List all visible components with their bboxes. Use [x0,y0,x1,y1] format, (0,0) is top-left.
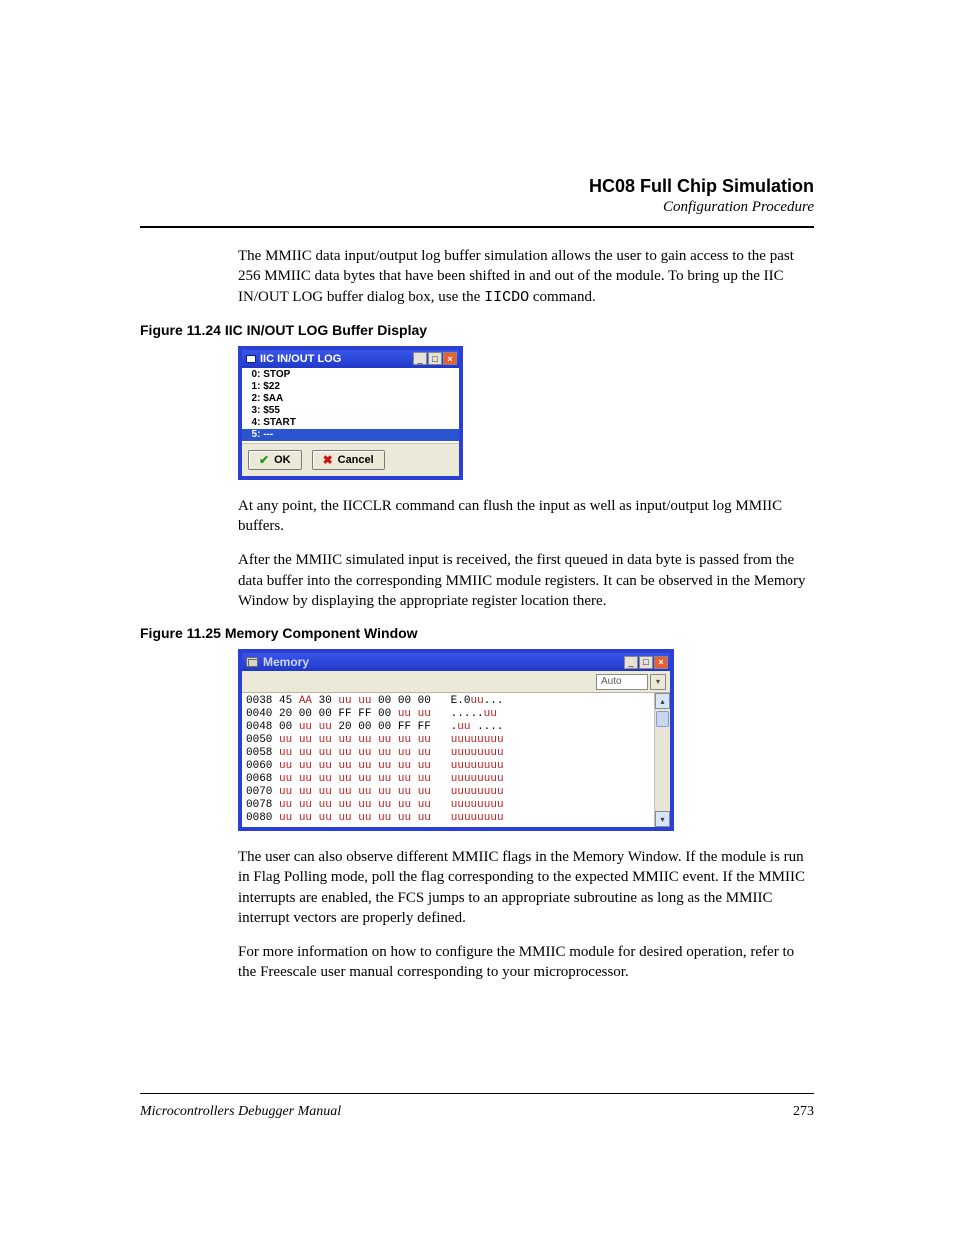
scrollbar-thumb[interactable] [656,711,669,727]
minimize-button[interactable]: _ [624,656,638,669]
log-list-item[interactable]: 2: $AA [242,393,459,405]
log-list-item[interactable]: 1: $22 [242,381,459,393]
cancel-label: Cancel [338,454,374,466]
command-literal: IICDO [484,289,529,306]
check-icon: ✔ [259,453,269,467]
text: command. [529,289,596,305]
memory-row[interactable]: 0040 20 00 00 FF FF 00 uu uu .....uu [246,708,650,721]
figure-caption: Figure 11.24 IIC IN/OUT LOG Buffer Displ… [140,322,814,338]
memory-rows[interactable]: 0038 45 AA 30 uu uu 00 00 00 E.0uu...004… [242,693,654,827]
dialog-title-text: Memory [263,655,309,669]
log-list-item[interactable]: 3: $55 [242,405,459,417]
figure-caption: Figure 11.25 Memory Component Window [140,625,814,641]
vertical-scrollbar[interactable]: ▴ ▾ [654,693,670,827]
paragraph: The MMIIC data input/output log buffer s… [238,246,814,308]
close-button[interactable]: × [654,656,668,669]
memory-toolbar: Auto ▾ [242,671,670,693]
header-rule [140,226,814,228]
window-buttons: _ □ × [413,352,457,365]
memory-row[interactable]: 0060 uu uu uu uu uu uu uu uu uuuuuuuu [246,760,650,773]
dialog-titlebar[interactable]: Memory _ □ × [242,653,670,671]
scroll-up-icon[interactable]: ▴ [655,693,670,709]
memory-row[interactable]: 0078 uu uu uu uu uu uu uu uu uuuuuuuu [246,799,650,812]
memory-row[interactable]: 0080 uu uu uu uu uu uu uu uu uuuuuuuu [246,812,650,825]
paragraph: For more information on how to configure… [238,942,814,983]
log-list-item[interactable]: 0: STOP [242,369,459,381]
dialog-button-row: ✔ OK ✖ Cancel [242,443,459,476]
page-number: 273 [793,1104,814,1120]
cancel-button[interactable]: ✖ Cancel [312,450,385,470]
window-icon [246,657,258,667]
memory-row[interactable]: 0068 uu uu uu uu uu uu uu uu uuuuuuuu [246,773,650,786]
figure-iic-log: IIC IN/OUT LOG _ □ × 0: STOP 1: $22 2: $… [238,346,814,480]
ok-label: OK [274,454,291,466]
mode-dropdown[interactable]: Auto [596,674,648,690]
footer-left: Microcontrollers Debugger Manual [140,1104,341,1120]
paragraph: The user can also observe different MMII… [238,847,814,928]
memory-row[interactable]: 0058 uu uu uu uu uu uu uu uu uuuuuuuu [246,747,650,760]
close-button[interactable]: × [443,352,457,365]
maximize-button[interactable]: □ [428,352,442,365]
memory-row[interactable]: 0070 uu uu uu uu uu uu uu uu uuuuuuuu [246,786,650,799]
dialog-title-text: IIC IN/OUT LOG [260,353,341,365]
scroll-down-icon[interactable]: ▾ [655,811,670,827]
body-block-3: The user can also observe different MMII… [238,847,814,983]
memory-row[interactable]: 0048 00 uu uu 20 00 00 FF FF .uu .... [246,721,650,734]
log-list-item[interactable]: 5: --- [242,429,459,441]
ok-button[interactable]: ✔ OK [248,450,302,470]
log-list-item[interactable]: 4: START [242,417,459,429]
dialog-titlebar[interactable]: IIC IN/OUT LOG _ □ × [242,350,459,368]
paragraph: At any point, the IICCLR command can flu… [238,496,814,537]
body-block-2: At any point, the IICCLR command can flu… [238,496,814,611]
maximize-button[interactable]: □ [639,656,653,669]
window-buttons: _ □ × [624,656,668,669]
memory-row[interactable]: 0050 uu uu uu uu uu uu uu uu uuuuuuuu [246,734,650,747]
scrollbar-track[interactable] [655,709,670,811]
body-block-1: The MMIIC data input/output log buffer s… [238,246,814,308]
memory-body: 0038 45 AA 30 uu uu 00 00 00 E.0uu...004… [242,693,670,827]
page: HC08 Full Chip Simulation Configuration … [0,0,954,1235]
memory-row[interactable]: 0038 45 AA 30 uu uu 00 00 00 E.0uu... [246,695,650,708]
cross-icon: ✖ [323,453,333,467]
window-icon [246,355,256,363]
header-title: HC08 Full Chip Simulation [140,176,814,197]
page-header: HC08 Full Chip Simulation Configuration … [140,176,814,216]
paragraph: After the MMIIC simulated input is recei… [238,550,814,611]
log-listbox[interactable]: 0: STOP 1: $22 2: $AA 3: $55 4: START 5:… [242,368,459,441]
figure-memory-window: Memory _ □ × Auto ▾ 0038 45 AA 30 uu uu … [238,649,814,831]
page-footer: Microcontrollers Debugger Manual 273 [140,1093,814,1120]
dialog-iic-log: IIC IN/OUT LOG _ □ × 0: STOP 1: $22 2: $… [238,346,463,480]
dropdown-arrow-icon[interactable]: ▾ [650,674,666,690]
minimize-button[interactable]: _ [413,352,427,365]
header-subtitle: Configuration Procedure [140,199,814,216]
memory-window: Memory _ □ × Auto ▾ 0038 45 AA 30 uu uu … [238,649,674,831]
